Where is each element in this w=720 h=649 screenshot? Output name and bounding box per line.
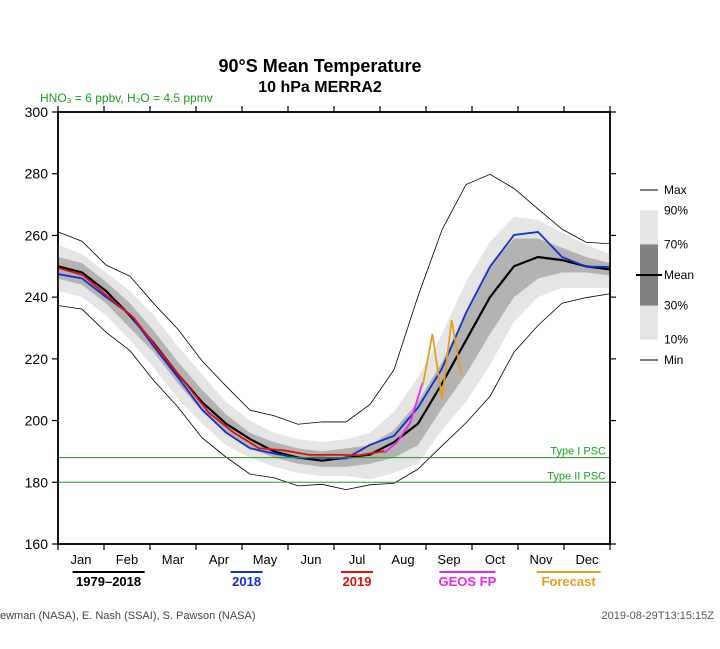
pctbar-label: Min — [664, 353, 683, 367]
ytick-label: 200 — [25, 413, 49, 429]
pctbar-label: 70% — [664, 237, 688, 251]
ytick-label: 160 — [25, 536, 49, 552]
month-label: Mar — [162, 552, 185, 567]
pctbar-label: 90% — [664, 203, 688, 217]
ytick-label: 180 — [25, 474, 49, 490]
month-label: Aug — [391, 552, 414, 567]
month-label: Jul — [349, 552, 366, 567]
psc-label: Type II PSC — [547, 470, 606, 482]
ytick-label: 240 — [25, 289, 49, 305]
pctbar-label: Mean — [664, 268, 694, 282]
ytick-label: 260 — [25, 227, 49, 243]
footer-left: ewman (NASA), E. Nash (SSAI), S. Pawson … — [0, 610, 256, 622]
ytick-label: 220 — [25, 351, 49, 367]
month-label: Jun — [301, 552, 322, 567]
legend-item: 2018 — [232, 574, 261, 589]
psc-label: Type I PSC — [550, 446, 606, 458]
title-line1: 90°S Mean Temperature — [219, 56, 422, 76]
month-label: Apr — [209, 552, 230, 567]
legend-item: 1979–2018 — [76, 574, 141, 589]
temperature-chart: 90°S Mean Temperature 10 hPa MERRA2 HNO₃ =… — [0, 0, 720, 649]
legend-item: Forecast — [541, 574, 596, 589]
ytick-label: 280 — [25, 166, 49, 182]
month-label: Sep — [437, 552, 460, 567]
pctbar-label: 10% — [664, 333, 688, 347]
legend-item: 2019 — [343, 574, 372, 589]
month-label: Dec — [575, 552, 599, 567]
pctbar-label: Max — [664, 183, 687, 197]
month-label: Feb — [116, 552, 138, 567]
month-label: Jan — [71, 552, 92, 567]
ytick-label: 300 — [25, 104, 49, 120]
footer-right: 2019-08-29T13:15:15Z — [601, 610, 714, 622]
title-line2: 10 hPa MERRA2 — [258, 79, 382, 96]
month-label: Oct — [485, 552, 506, 567]
pctbar-label: 30% — [664, 299, 688, 313]
legend-item: GEOS FP — [439, 574, 497, 589]
hno3-annotation: HNO₃ = 6 ppbv, H₂O = 4.5 ppmv — [40, 91, 213, 105]
month-label: May — [253, 552, 278, 567]
month-label: Nov — [529, 552, 553, 567]
